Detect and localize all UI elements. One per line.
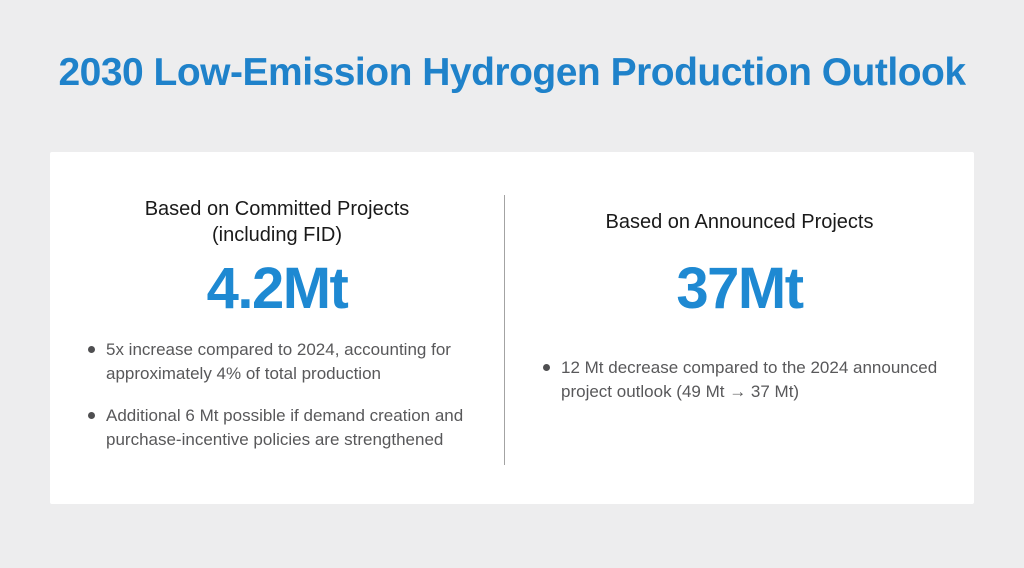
page-title: 2030 Low-Emission Hydrogen Production Ou… — [58, 51, 966, 94]
panel-announced-heading: Based on Announced Projects — [505, 196, 974, 248]
bullet-item: 12 Mt decrease compared to the 2024 anno… — [543, 356, 938, 403]
panel-announced: Based on Announced Projects 37Mt 12 Mt d… — [505, 152, 974, 504]
panel-announced-bullet-list: 12 Mt decrease compared to the 2024 anno… — [505, 356, 974, 403]
panel-committed-heading-line2: (including FID) — [211, 224, 343, 246]
panel-announced-heading-line1: Based on Announced Projects — [605, 211, 874, 233]
panel-committed-heading-line1: Based on Committed Projects — [144, 198, 410, 220]
content-card: Based on Committed Projects (including F… — [50, 152, 974, 504]
panel-committed-bullet-list: 5x increase compared to 2024, accounting… — [50, 338, 504, 451]
bullet-item: Additional 6 Mt possible if demand creat… — [88, 404, 468, 451]
bullet-item: 5x increase compared to 2024, accounting… — [88, 338, 468, 385]
panel-committed-value: 4.2Mt — [206, 256, 349, 321]
panel-committed: Based on Committed Projects (including F… — [50, 152, 504, 504]
panel-announced-value: 37Mt — [676, 256, 804, 321]
column-divider — [504, 195, 505, 465]
panel-committed-heading: Based on Committed Projects (including F… — [50, 196, 504, 248]
